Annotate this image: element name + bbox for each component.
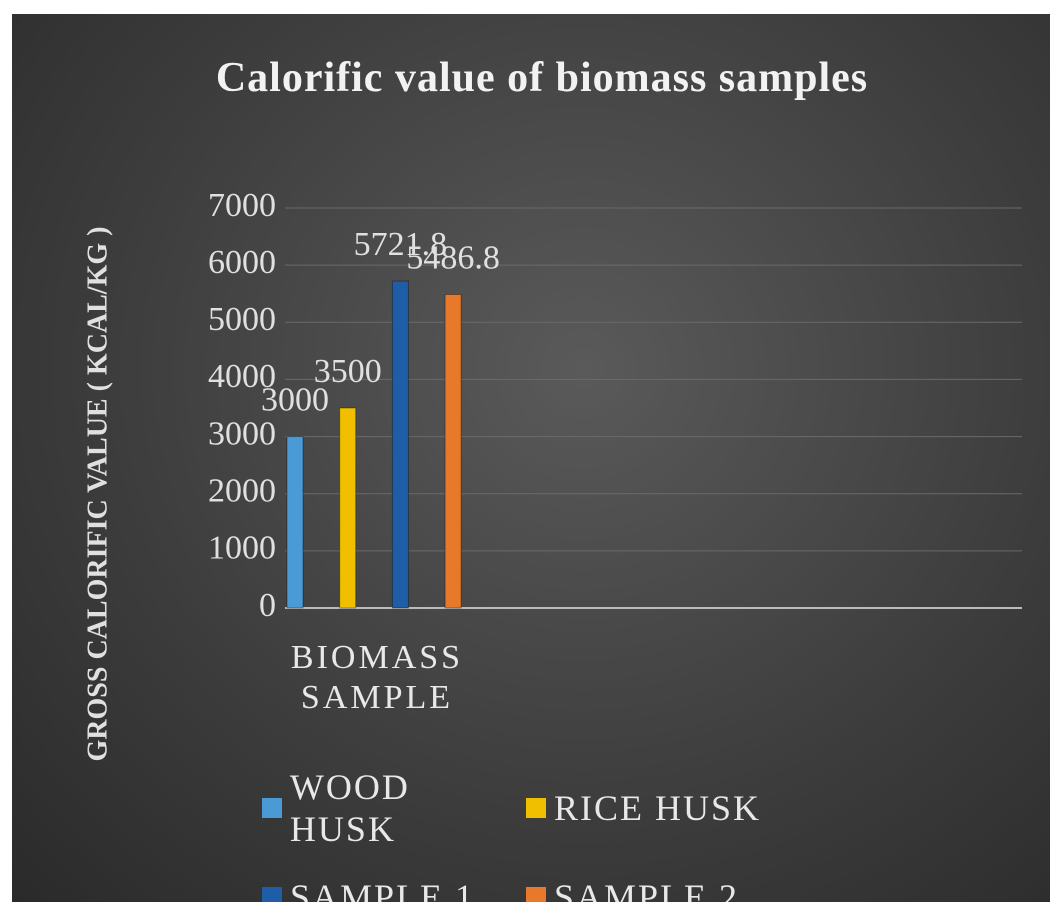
bar [339,407,357,609]
data-label: 3500 [314,353,382,390]
y-tick-label: 5000 [208,301,276,338]
x-tick-label: BIOMASS SAMPLE [290,639,464,716]
legend-label: SAMPLE 1 [290,877,476,902]
legend: WOOD HUSK RICE HUSK SAMPLE 1 SAMPLE 2 [262,766,822,902]
legend-swatch [262,798,282,818]
y-tick-label: 4000 [208,358,276,395]
y-tick-label: 1000 [208,530,276,567]
legend-item: RICE HUSK [526,766,816,850]
y-tick-label: 2000 [208,473,276,510]
legend-swatch [526,798,546,818]
chart-frame: GROSS CALORIFIC VALUE ( KCAL/KG ) 0 1000 2… [12,14,1050,902]
y-tick-label: 7000 [208,187,276,224]
legend-label: SAMPLE 2 [554,877,740,902]
legend-label: WOOD HUSK [289,767,410,849]
legend-label: RICE HUSK [554,788,762,828]
legend-swatch [526,887,546,902]
data-label: 5721.8 [354,226,448,263]
legend-item: WOOD HUSK [262,766,526,850]
legend-item: SAMPLE 1 [262,876,526,902]
chart: GROSS CALORIFIC VALUE ( KCAL/KG ) 0 1000 2… [82,187,1022,762]
legend-item: SAMPLE 2 [526,876,816,902]
y-tick-label: 6000 [208,244,276,281]
chart-title: Calorific value of biomass samples [215,55,869,101]
bar [286,436,304,609]
legend-swatch [262,887,282,902]
bar [444,293,462,609]
y-axis-title: GROSS CALORIFIC VALUE ( KCAL/KG ) [82,227,113,762]
y-tick-label: 3000 [208,415,276,452]
bar [391,280,409,609]
data-label: 5486.8 [406,239,500,276]
y-tick-label: 0 [259,587,276,624]
data-label: 3000 [261,381,329,418]
